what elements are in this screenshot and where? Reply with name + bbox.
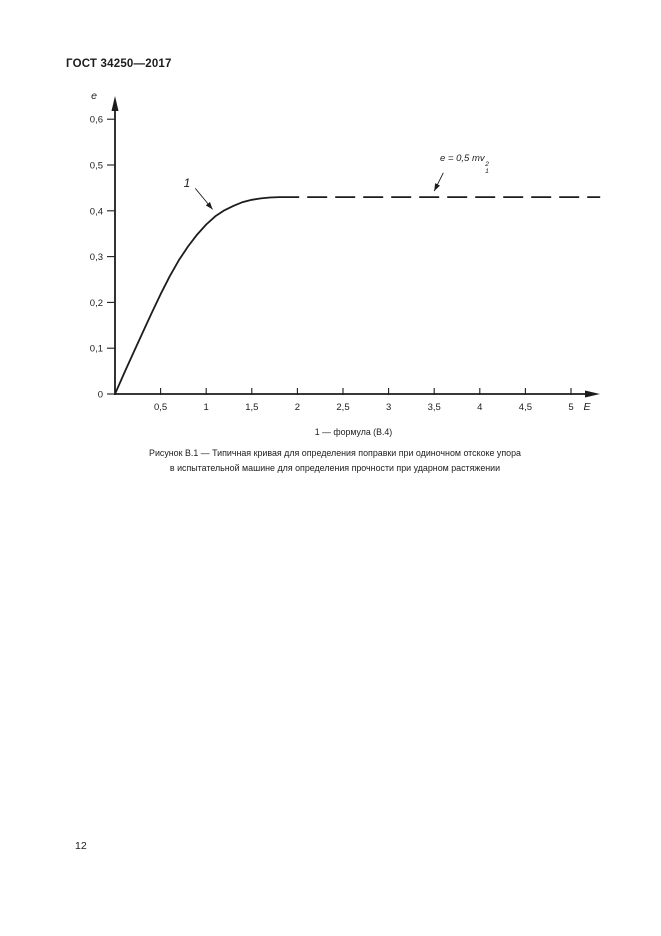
x-tick-label: 1: [204, 402, 209, 413]
x-tick-label: 1,5: [245, 402, 258, 413]
y-axis-title: e: [91, 90, 97, 102]
x-tick-label: 4,5: [519, 402, 532, 413]
x-tick-label: 4: [477, 402, 482, 413]
y-tick-label: 0: [98, 390, 103, 401]
x-tick-label: 2,5: [336, 402, 349, 413]
page-number: 12: [75, 840, 87, 852]
curve-solid: [114, 196, 281, 395]
curve-number-leader: [194, 188, 213, 210]
x-axis-arrow: [585, 390, 600, 398]
formula-superscript: 2: [485, 161, 489, 168]
figure-caption-line2: в испытательной машине для определения п…: [169, 462, 501, 473]
x-tick-label: 2: [295, 402, 300, 413]
figure-caption: Рисунок В.1 — Типичная кривая для опреде…: [0, 446, 661, 475]
formula-variable: v: [479, 153, 485, 164]
y-tick-label: 0,4: [90, 206, 103, 217]
y-tick-label: 0,1: [90, 344, 103, 355]
curve-number: 1: [184, 176, 191, 190]
figure-legend: 1 — формула (В.4): [314, 427, 393, 437]
y-tick-label: 0,5: [90, 161, 103, 172]
formula-prefix: e = 0,5 m: [440, 153, 480, 164]
formula-label-leader: [433, 172, 444, 192]
x-tick-label: 0,5: [154, 402, 167, 413]
formula-annotation: e = 0,5 mv 2 1: [440, 153, 489, 175]
formula-subscript: 1: [485, 167, 489, 175]
y-axis-arrow: [111, 96, 119, 111]
x-tick-label: 3,5: [428, 402, 441, 413]
y-tick-label: 0,2: [90, 298, 103, 309]
y-tick-label: 0,3: [90, 252, 103, 263]
figure-caption-line1: Рисунок В.1 — Типичная кривая для опреде…: [149, 448, 521, 458]
x-axis-title: E: [583, 401, 591, 413]
x-tick-label: 5: [568, 402, 573, 413]
x-tick-label: 3: [386, 402, 391, 413]
y-tick-label: 0,6: [90, 115, 103, 126]
doc-header-title: ГОСТ 34250—2017: [66, 58, 172, 70]
